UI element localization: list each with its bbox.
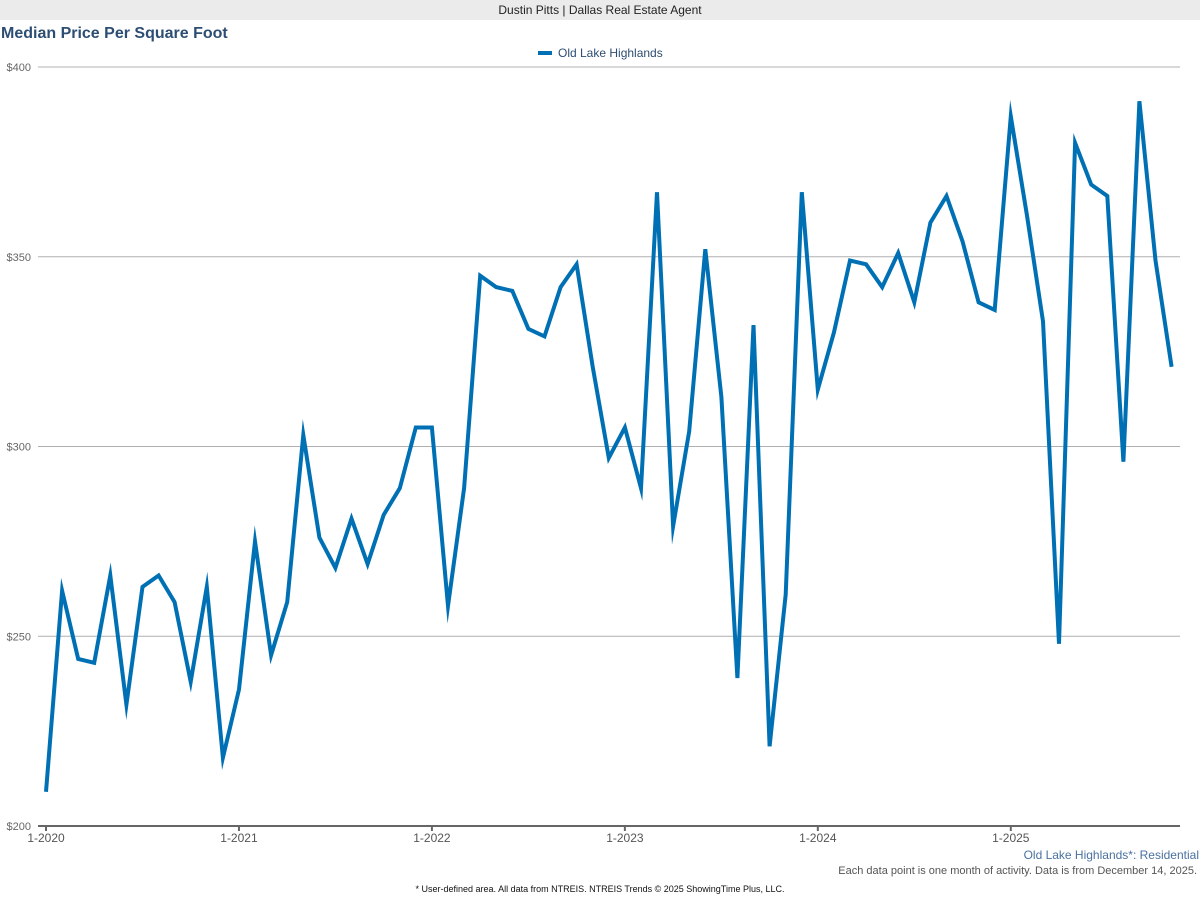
legend-swatch xyxy=(538,51,552,55)
disclaimer: * User-defined area. All data from NTREI… xyxy=(415,884,785,894)
x-tick-label: 1-2020 xyxy=(27,831,65,845)
series-line xyxy=(44,99,1174,792)
area-label: Old Lake Highlands*: Residential xyxy=(1023,848,1199,862)
x-tick-label: 1-2025 xyxy=(992,831,1030,845)
y-tick-label: $300 xyxy=(7,442,31,454)
x-tick-label: 1-2022 xyxy=(413,831,451,845)
agent-header: Dustin Pitts | Dallas Real Estate Agent xyxy=(0,0,1200,20)
x-tick-label: 1-2024 xyxy=(799,831,837,845)
x-tick-label: 1-2023 xyxy=(606,831,644,845)
y-tick-label: $200 xyxy=(7,821,31,833)
y-tick-label: $400 xyxy=(7,62,31,74)
y-tick-label: $350 xyxy=(7,252,31,264)
x-tick-label: 1-2021 xyxy=(220,831,258,845)
legend: Old Lake Highlands xyxy=(538,46,663,60)
chart-title: Median Price Per Square Foot xyxy=(1,25,228,42)
data-note: Each data point is one month of activity… xyxy=(838,865,1197,877)
y-tick-label: $250 xyxy=(7,631,31,643)
legend-label: Old Lake Highlands xyxy=(558,46,663,60)
